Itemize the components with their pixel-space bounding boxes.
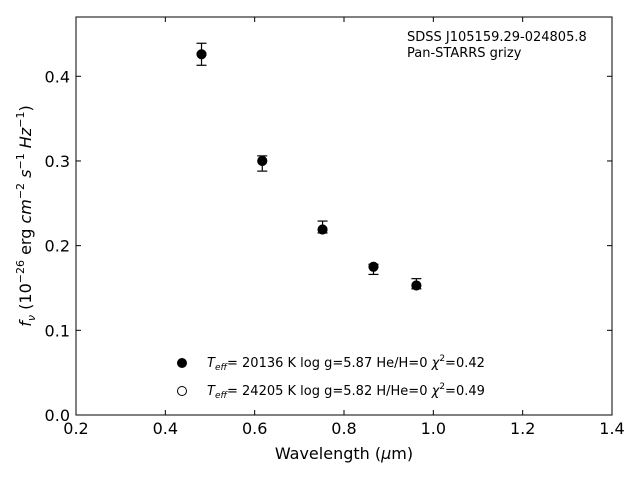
legend: Teff= 20136 K log g=5.87 He/H=0 χ2=0.42 … <box>177 354 485 401</box>
model-point-filled <box>317 224 328 235</box>
x-axis-label: Wavelength (μm) <box>275 444 413 463</box>
y-axis-label: fν (10−26 erg cm−2 s−1 Hz−1) <box>14 105 38 326</box>
model-point-filled <box>257 155 268 166</box>
legend-entry-2: Teff= 24205 K log g=5.82 H/He=0 χ2=0.49 <box>207 382 485 401</box>
plot-area <box>75 16 613 416</box>
data-marks <box>196 42 422 291</box>
annotation-object: SDSS J105159.29-024805.8 <box>407 30 587 45</box>
x-tick-label: 0.8 <box>331 419 356 438</box>
legend-marker-open <box>177 386 187 396</box>
model-point-filled <box>196 49 207 60</box>
y-tick-label: 0.1 <box>45 321 70 340</box>
model-point-filled <box>411 280 422 291</box>
legend-marker-filled <box>177 358 187 368</box>
axis-ticks: 0.2 0.4 0.6 0.8 1.0 1.2 1.4 0.0 0.1 0.2 0.3 0.4 <box>45 17 625 438</box>
x-tick-label: 0.4 <box>153 419 178 438</box>
y-tick-label: 0.2 <box>45 237 70 256</box>
x-tick-label: 1.2 <box>510 419 535 438</box>
legend-entry-1: Teff= 20136 K log g=5.87 He/H=0 χ2=0.42 <box>207 354 485 373</box>
y-tick-label: 0.0 <box>45 406 70 425</box>
x-tick-label: 1.4 <box>599 419 624 438</box>
y-tick-label: 0.4 <box>45 67 70 86</box>
annotation-survey: Pan-STARRS grizy <box>407 46 522 61</box>
x-tick-label: 1.0 <box>421 419 446 438</box>
x-tick-label: 0.2 <box>63 419 88 438</box>
y-tick-label: 0.3 <box>45 152 70 171</box>
model-point-filled <box>368 261 379 272</box>
x-tick-label: 0.6 <box>242 419 267 438</box>
